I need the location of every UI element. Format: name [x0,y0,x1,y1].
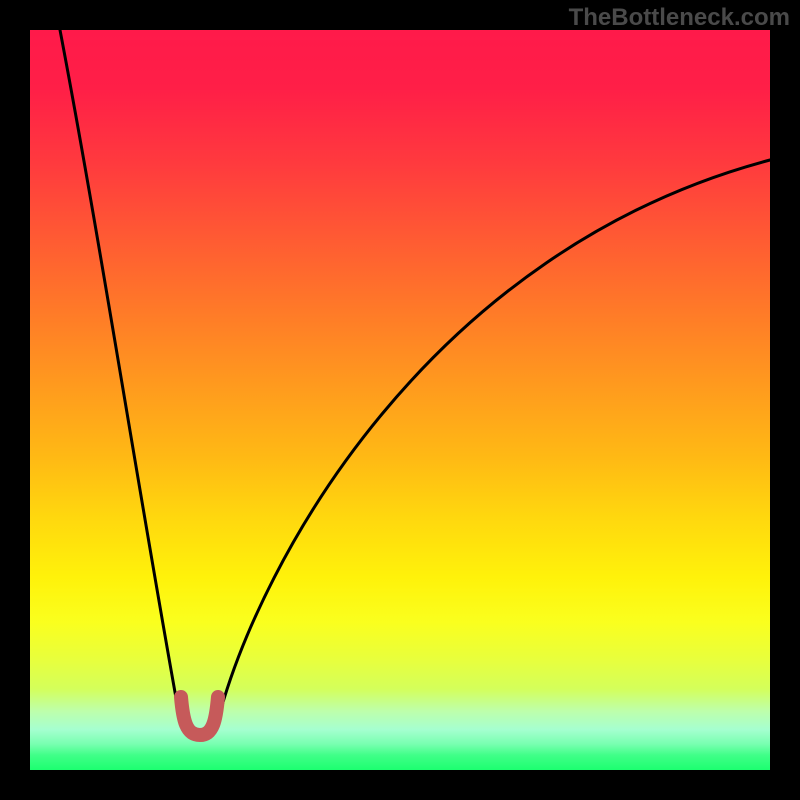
plot-area [30,30,770,770]
curve-layer [30,30,770,770]
notch-marker [181,697,218,735]
watermark-text: TheBottleneck.com [569,4,790,32]
bottleneck-curve [60,30,770,740]
chart-frame: TheBottleneck.com [0,0,800,800]
